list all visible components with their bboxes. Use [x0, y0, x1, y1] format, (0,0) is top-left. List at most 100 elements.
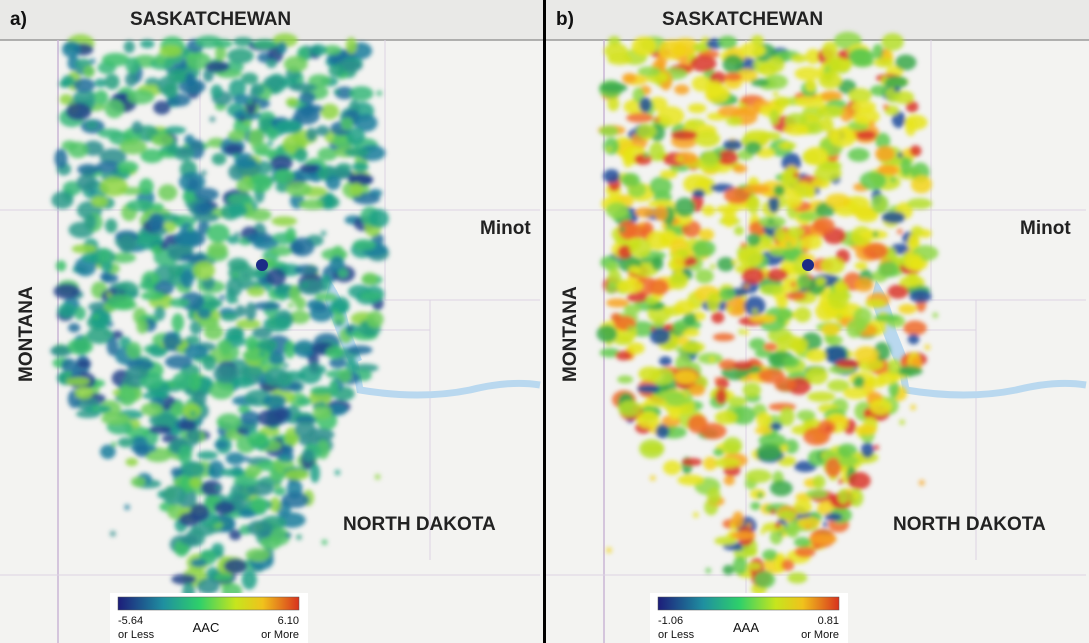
heat-blob — [97, 128, 123, 138]
heat-dot — [302, 282, 309, 289]
heat-blob — [242, 349, 270, 362]
heat-blob — [814, 165, 842, 182]
heat-blob — [698, 228, 715, 241]
heat-blob — [816, 105, 844, 119]
heat-dot — [619, 226, 626, 233]
heat-blob — [793, 536, 812, 548]
heat-blob — [315, 125, 330, 137]
heat-blob — [909, 145, 922, 157]
heat-blob — [65, 102, 92, 121]
heat-dot — [672, 167, 679, 174]
heat-blob — [320, 103, 340, 120]
heat-blob — [870, 85, 890, 97]
heat-blob — [238, 508, 257, 518]
heat-blob — [293, 340, 316, 358]
heat-dot — [233, 152, 240, 159]
heat-dot — [677, 155, 684, 162]
heat-dot — [627, 325, 634, 332]
heat-blob — [233, 37, 254, 47]
heat-blob — [910, 225, 924, 236]
heat-blob — [825, 457, 842, 478]
heat-dot — [709, 356, 716, 363]
heat-blob — [215, 45, 227, 62]
heat-dot — [873, 444, 880, 451]
heat-blob — [163, 82, 179, 99]
heat-blob — [55, 260, 67, 272]
heat-blob — [294, 297, 306, 310]
heat-blob — [800, 234, 822, 250]
heat-dot — [215, 484, 222, 491]
heat-blob — [257, 409, 285, 427]
heat-blob — [649, 141, 665, 162]
heat-blob — [742, 382, 762, 398]
heat-blob — [860, 442, 875, 458]
heat-blob — [178, 147, 192, 157]
heat-dot — [869, 120, 876, 127]
heat-blob — [366, 310, 384, 328]
heat-blob — [111, 252, 136, 264]
heat-blob — [891, 111, 906, 128]
place-label: NORTH DAKOTA — [343, 514, 496, 535]
heat-dot — [188, 307, 195, 314]
heat-dot — [243, 495, 250, 502]
heat-blob — [828, 57, 841, 75]
heat-blob — [622, 73, 637, 84]
heat-blob — [727, 396, 747, 407]
heat-blob — [104, 218, 118, 234]
heat-blob — [713, 448, 724, 457]
heat-blob — [754, 570, 776, 589]
heat-blob — [220, 312, 239, 322]
heat-blob — [268, 351, 285, 365]
heat-blobs — [50, 33, 390, 601]
place-label: SASKATCHEWAN — [130, 9, 291, 30]
heat-dot — [243, 456, 250, 463]
heat-spot — [802, 259, 814, 271]
heat-blob — [855, 208, 879, 223]
legend-title: AAC — [193, 620, 220, 635]
heat-blob — [245, 548, 271, 562]
heat-blob — [724, 72, 742, 82]
heat-dot — [932, 312, 939, 319]
heat-blob — [717, 256, 735, 272]
heat-blob — [253, 301, 281, 311]
heat-blob — [227, 48, 254, 64]
heat-blob — [820, 257, 845, 275]
heat-blob — [763, 342, 778, 352]
heat-dot — [781, 531, 788, 538]
heat-blob — [67, 55, 80, 71]
heat-blob — [285, 97, 298, 107]
heat-dot — [219, 294, 226, 301]
heat-blob — [250, 83, 265, 96]
heat-dot — [774, 522, 781, 529]
heat-blob — [751, 35, 764, 46]
heat-blob — [907, 333, 920, 345]
heat-blob — [718, 287, 736, 301]
heat-blob — [254, 236, 265, 246]
legend-title: AAA — [733, 620, 759, 635]
heat-dot — [705, 567, 712, 574]
heat-blob — [180, 534, 199, 546]
heat-blob — [903, 320, 927, 336]
heat-blob — [744, 141, 762, 155]
heat-blob — [153, 280, 174, 296]
heat-blob — [294, 264, 319, 276]
heat-blob — [718, 35, 738, 50]
heat-blob — [187, 177, 200, 191]
heat-dot — [769, 508, 776, 515]
heat-blob — [98, 247, 112, 264]
heat-blob — [111, 330, 123, 339]
heat-blob — [125, 57, 140, 74]
heat-blob — [910, 175, 933, 194]
heat-blob — [216, 413, 242, 431]
heat-blob — [905, 100, 919, 113]
heat-blob — [223, 558, 248, 574]
heat-blob — [329, 255, 345, 273]
heat-blob — [352, 363, 379, 373]
heat-blob — [791, 53, 808, 63]
heat-dot — [254, 282, 261, 289]
heat-blob — [225, 452, 245, 465]
heat-blob — [769, 109, 780, 126]
heat-blob — [328, 379, 339, 397]
heat-blob — [151, 202, 164, 212]
heat-blob — [768, 194, 780, 213]
